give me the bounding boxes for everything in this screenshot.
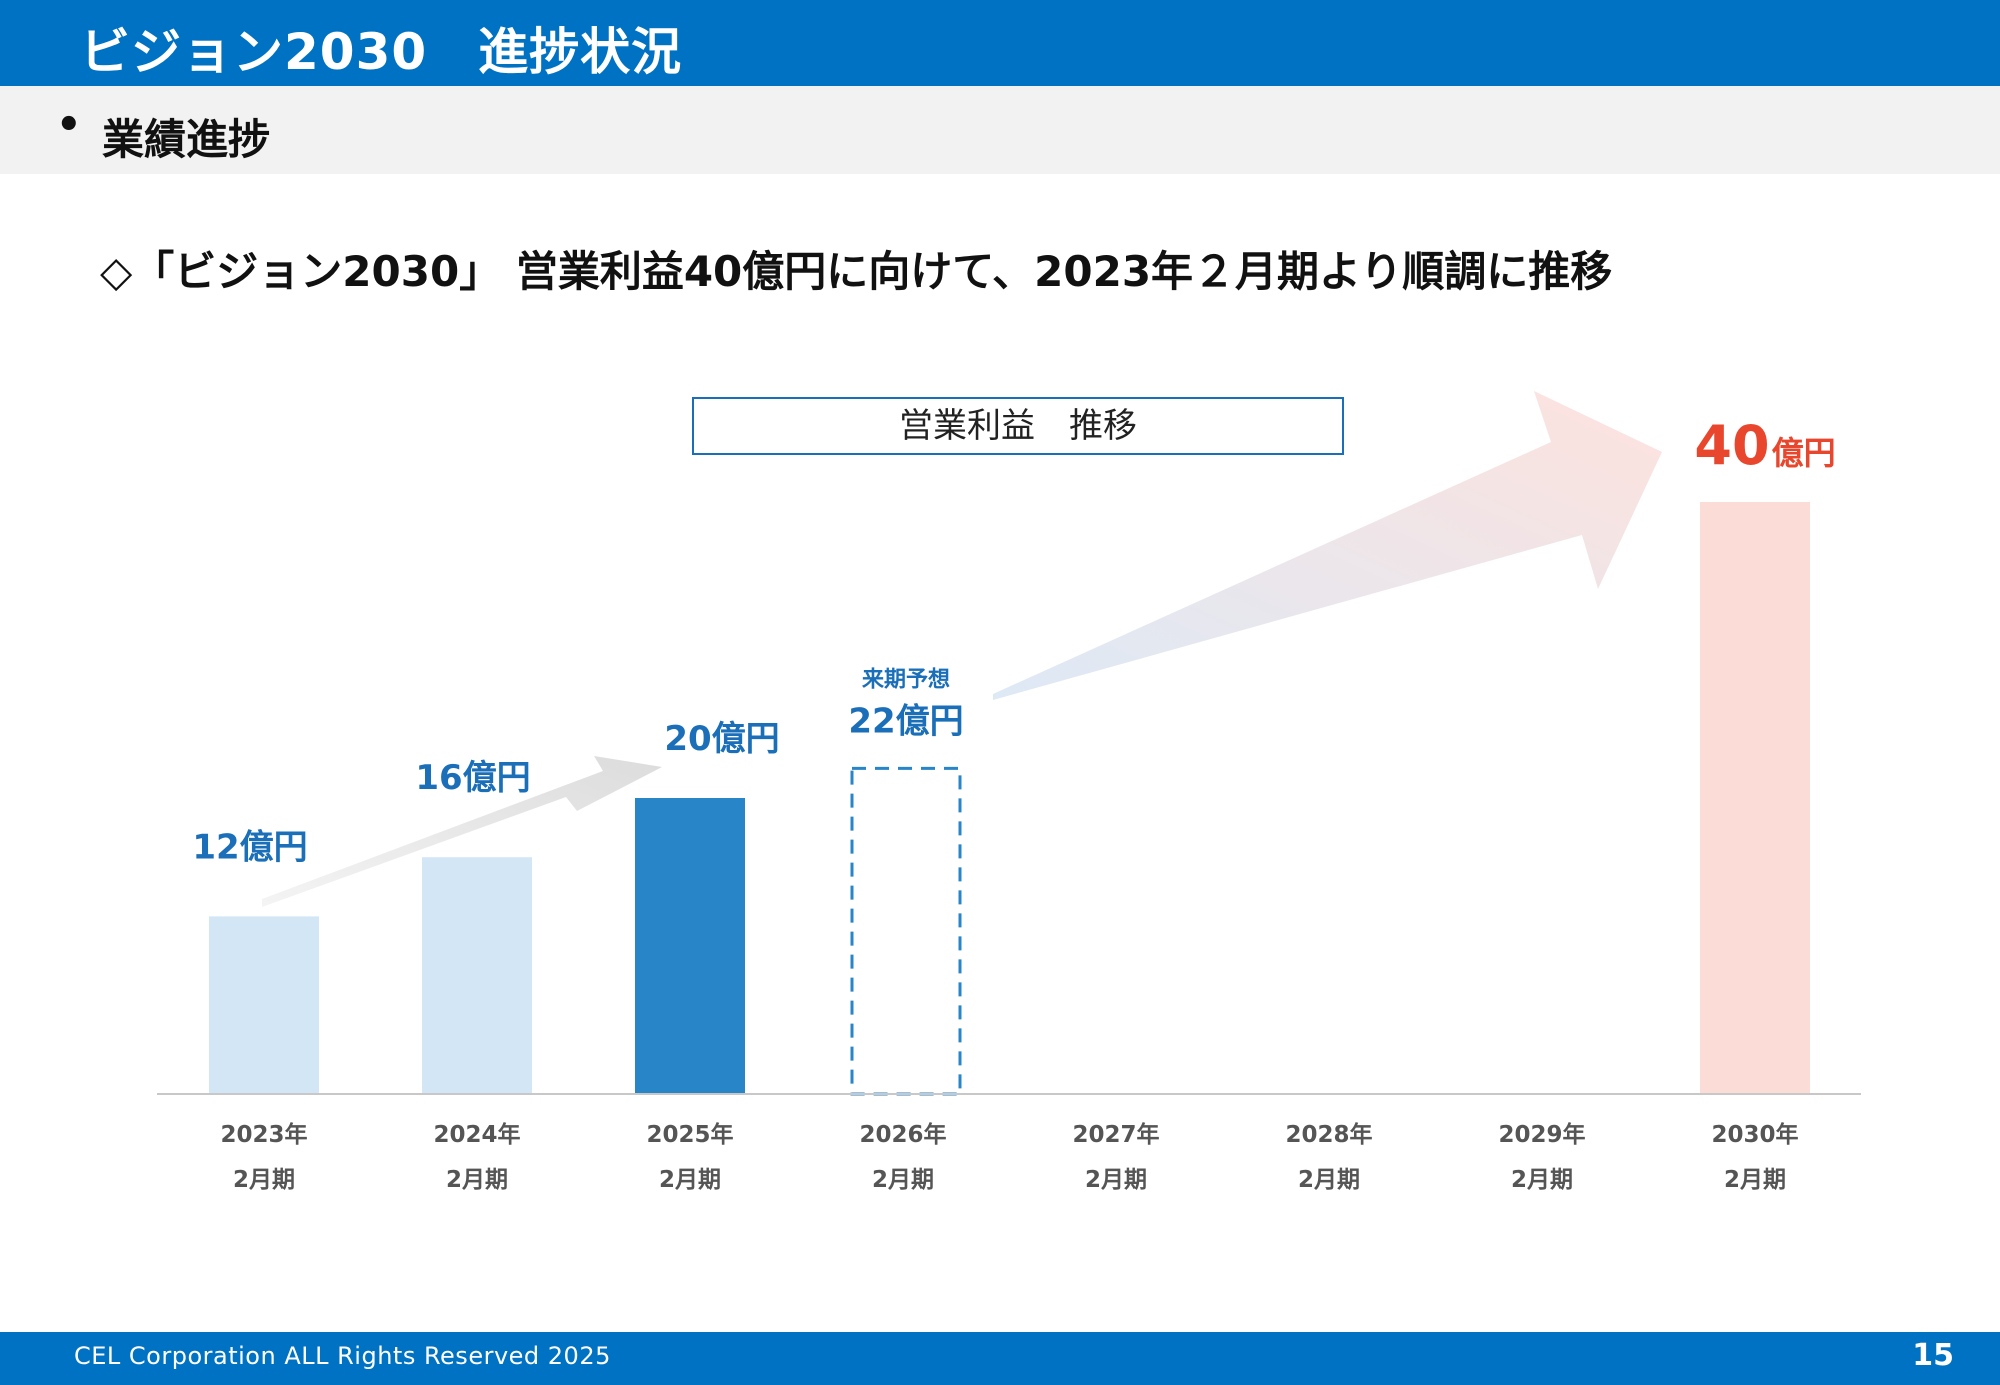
headline: ◇「ビジョン2030」 営業利益40億円に向けて、2023年２月期より順調に推移 [100, 247, 1613, 296]
tick-label-year: 2030年 [1711, 1121, 1798, 1148]
data-labels: 12億円 16億円 20億円 来期予想 22億円 40億円 [192, 414, 1835, 867]
tick-label-period: 2月期 [1511, 1167, 1573, 1193]
page-title: ビジョン2030 進捗状況 [80, 23, 683, 81]
bar-2025年 [635, 798, 745, 1094]
data-label-2030年: 40億円 [1694, 414, 1835, 477]
bar-2030年 [1700, 502, 1810, 1094]
bullet-icon: • [56, 102, 82, 148]
trend-arrows [262, 391, 1662, 907]
data-label-2026年: 22億円 [848, 701, 963, 741]
tick-label-period: 2月期 [1724, 1167, 1786, 1193]
tick-label-period: 2月期 [1085, 1167, 1147, 1193]
tick-label-period: 2月期 [233, 1167, 295, 1193]
tick-label-year: 2028年 [1285, 1121, 1372, 1148]
title-bar: ビジョン2030 進捗状況 [0, 0, 2000, 86]
tick-label-period: 2月期 [659, 1167, 721, 1193]
tick-label-period: 2月期 [872, 1167, 934, 1193]
section-bar: • 業績進捗 [0, 86, 2000, 174]
bar-2024年 [422, 857, 532, 1094]
data-label-2023年: 12億円 [192, 827, 307, 867]
bar-group [209, 502, 1810, 1096]
footer-bar: CEL Corporation ALL Rights Reserved 2025… [0, 1332, 2000, 1385]
tick-label-year: 2024年 [433, 1121, 520, 1148]
forecast-note: 来期予想 [861, 667, 950, 692]
tick-label-year: 2027年 [1072, 1121, 1159, 1148]
page-number: 15 [1912, 1338, 1954, 1373]
tick-label-period: 2月期 [1298, 1167, 1360, 1193]
data-label-2024年: 16億円 [415, 758, 530, 798]
tick-label-year: 2025年 [646, 1121, 733, 1148]
tick-label-year: 2029年 [1498, 1121, 1585, 1148]
growth-arrow-small [262, 756, 662, 907]
data-label-unit: 億円 [1772, 434, 1836, 472]
copyright-text: CEL Corporation ALL Rights Reserved 2025 [74, 1342, 611, 1370]
data-label-2025年: 20億円 [664, 719, 779, 759]
x-tick-labels: 2023年 2月期 2024年 2月期 2025年 2月期 2026年 2月期 2027年 2月期… [220, 1121, 1798, 1193]
tick-label-period: 2月期 [446, 1167, 508, 1193]
growth-arrow-large [993, 391, 1662, 700]
bar-2023年 [209, 916, 319, 1094]
bar-forecast-2026年 [850, 766, 962, 1096]
tick-label-year: 2026年 [859, 1121, 946, 1148]
tick-label-year: 2023年 [220, 1121, 307, 1148]
chart-title-box: 営業利益 推移 [692, 397, 1344, 455]
section-label: 業績進捗 [102, 115, 271, 164]
